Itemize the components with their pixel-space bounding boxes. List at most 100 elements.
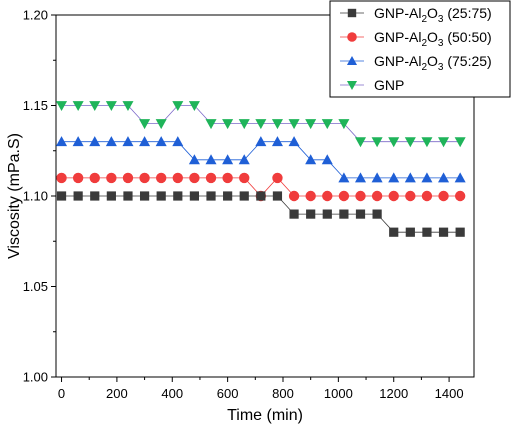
series-4-point	[172, 101, 184, 112]
series-1	[56, 191, 465, 237]
series-1-point	[438, 227, 449, 237]
series-1-point	[322, 209, 332, 219]
series-3-point	[454, 172, 466, 183]
legend-label: GNP-Al2O3 (25:75)	[374, 5, 492, 25]
series-4-point	[388, 137, 400, 148]
y-tick-label: 1.10	[23, 189, 48, 204]
series-2-point	[371, 190, 383, 202]
series-2-point	[189, 172, 200, 184]
series-4-point	[371, 137, 383, 148]
series-3-point	[305, 154, 317, 165]
legend-marker	[346, 55, 358, 66]
series-1-point	[139, 191, 150, 201]
y-tick-label: 1.20	[23, 8, 48, 23]
series-4-point	[321, 119, 333, 130]
series-1-point	[206, 191, 216, 201]
series-4-point	[438, 137, 450, 148]
series-2-point	[388, 190, 399, 202]
series-1-point	[156, 191, 166, 201]
x-tick-label: 600	[217, 386, 239, 401]
series-4-point	[354, 137, 367, 148]
series-1-point	[306, 209, 316, 219]
series-3-point	[222, 154, 234, 165]
series-2-point	[239, 172, 250, 184]
series-1-point	[339, 209, 349, 219]
series-3-point	[139, 136, 151, 147]
series-4-point	[56, 101, 68, 112]
series-4-point	[338, 119, 350, 130]
series-3-point	[238, 154, 250, 165]
x-tick-label: 0	[58, 386, 65, 401]
x-tick-label: 1000	[324, 386, 353, 401]
series-1-point	[455, 227, 465, 237]
series-2-point	[222, 172, 233, 184]
series-1-point	[372, 209, 382, 219]
series-4-point	[205, 119, 217, 130]
legend-marker	[347, 32, 357, 42]
series-2-point	[454, 190, 466, 202]
axes-layer: 0 200 400 600 800 1000 1200 1400 1.00 1.05 1.10 1.1…	[23, 8, 464, 402]
series-3-point	[105, 136, 117, 147]
series-1-point	[289, 209, 299, 219]
series-2-point	[106, 172, 117, 184]
legend-label: GNP-Al2O3 (75:25)	[374, 53, 492, 73]
series-2-point	[172, 172, 184, 184]
series-2-point	[155, 172, 167, 184]
series-3-point	[205, 154, 217, 165]
series-3-point	[255, 136, 267, 147]
series-3-point	[172, 136, 184, 147]
legend-label: GNP-Al2O3 (50:50)	[374, 29, 492, 49]
series-1-point	[173, 191, 183, 201]
series-2-point	[56, 172, 67, 184]
legend: GNP-Al2O3 (25:75) GNP-Al2O3 (50:50) GNP-Al…	[329, 0, 511, 98]
series-3-point	[56, 136, 68, 147]
legend-entry-2: GNP-Al2O3 (50:50)	[340, 29, 492, 49]
series-3-point	[271, 136, 283, 147]
series-4-point	[454, 137, 466, 148]
x-tick-label: 800	[272, 386, 294, 401]
legend-entry-4: GNP	[340, 77, 404, 93]
series-2-point	[288, 190, 300, 202]
series-1-point	[73, 191, 83, 201]
series-1-point	[189, 191, 200, 201]
series-3-point	[188, 154, 200, 165]
legend-marker	[346, 80, 358, 91]
series-4-point	[155, 119, 167, 130]
series-2-point	[355, 190, 366, 202]
series-1-point	[405, 227, 415, 237]
series-3-point	[155, 136, 167, 147]
series-1-point	[256, 191, 266, 201]
series-3-point	[122, 136, 134, 147]
y-tick-label: 1.05	[23, 279, 48, 294]
y-tick-label: 1.15	[23, 98, 48, 113]
series-1-point	[272, 191, 283, 201]
series-3-point	[288, 136, 300, 147]
x-axis-title: Time (min)	[227, 407, 303, 424]
series-2-point	[272, 172, 283, 184]
series-2-point	[139, 172, 150, 184]
series-4-point	[421, 137, 433, 148]
series-3-point	[338, 172, 350, 183]
series-1-point	[422, 227, 432, 237]
series-layer	[56, 101, 466, 237]
series-2-point	[122, 172, 134, 184]
series-2	[56, 172, 466, 202]
y-tick-label: 1.00	[23, 370, 48, 385]
series-1-point	[56, 191, 67, 201]
series-4-point	[89, 101, 101, 112]
series-4-point	[255, 119, 267, 130]
legend-entry-3: GNP-Al2O3 (75:25)	[340, 53, 492, 73]
x-tick-label: 1200	[379, 386, 408, 401]
legend-box	[329, 0, 511, 98]
series-3-point	[321, 154, 333, 165]
legend-marker	[347, 8, 357, 18]
series-3-point	[72, 136, 84, 147]
x-tick-label: 200	[106, 386, 128, 401]
series-4-point	[105, 101, 117, 112]
series-2-point	[89, 172, 100, 184]
series-3-point	[404, 172, 416, 183]
series-3-point	[89, 136, 101, 147]
series-3-line	[61, 141, 461, 179]
series-1-point	[123, 191, 133, 201]
